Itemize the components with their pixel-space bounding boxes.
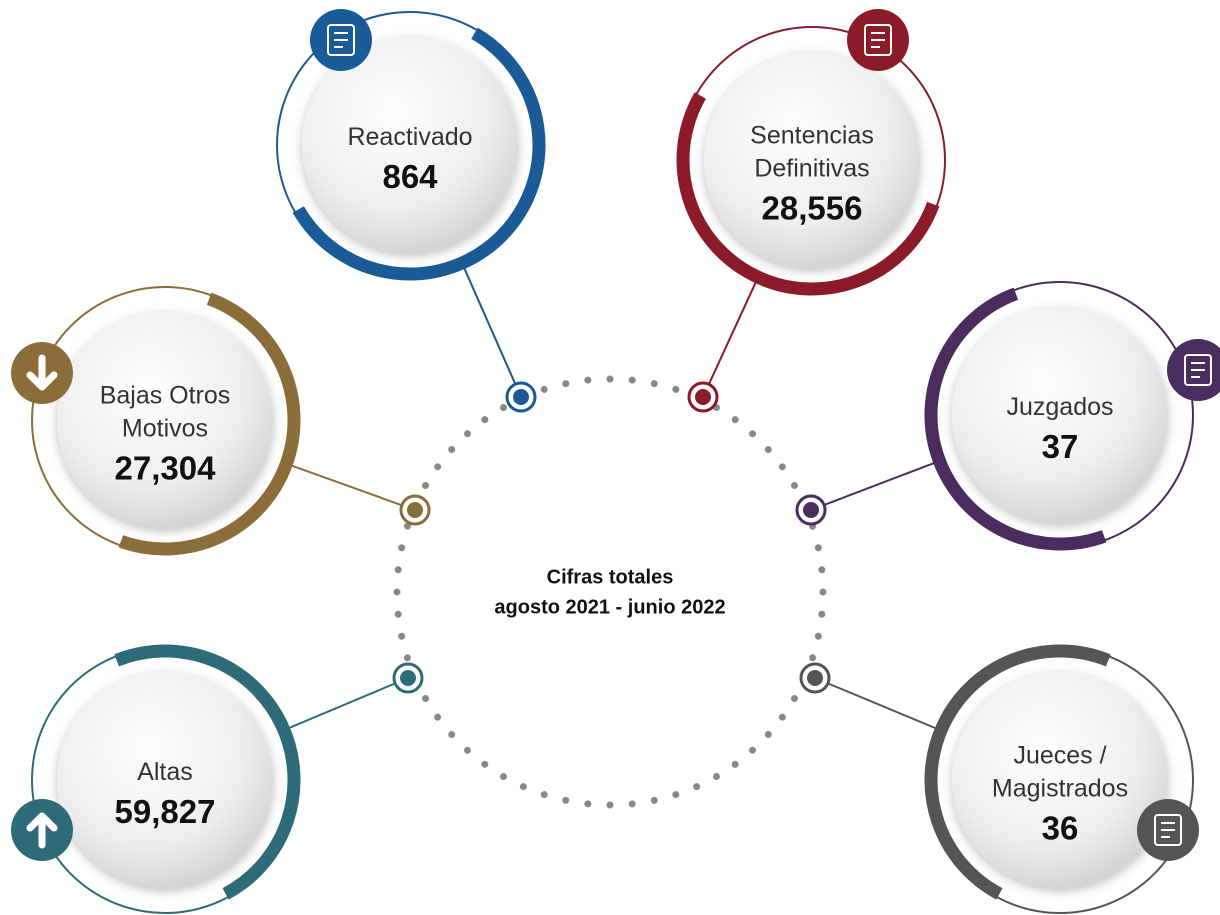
- dot-inner: [803, 502, 819, 518]
- node-label: Jueces /: [1013, 742, 1106, 770]
- dot-inner: [807, 670, 823, 686]
- connector: [289, 464, 416, 511]
- node-label: Magistrados: [992, 775, 1128, 803]
- node-value: 28,556: [762, 190, 863, 227]
- node-label: Definitivas: [754, 155, 869, 183]
- dot-inner: [695, 389, 711, 405]
- dot-inner: [407, 502, 423, 518]
- node-arc: [292, 27, 546, 281]
- dot-inner: [513, 389, 529, 405]
- node-disc: [57, 672, 273, 888]
- node-value: 59,827: [115, 793, 216, 830]
- connector: [462, 266, 522, 398]
- glyph-icon: [1154, 814, 1182, 846]
- connector: [287, 677, 409, 730]
- center-title: Cifras totales: [547, 566, 674, 588]
- dotted-ring: [393, 375, 827, 809]
- connector: [702, 280, 758, 398]
- node-value: 36: [1042, 810, 1079, 847]
- node-label: Motivos: [122, 415, 208, 443]
- arrow-icon: [26, 354, 58, 391]
- dot-inner: [400, 670, 416, 686]
- node-label: Sentencias: [750, 122, 874, 150]
- node-label: Altas: [137, 758, 193, 786]
- node-label: Bajas Otros: [100, 382, 231, 410]
- node-arc: [114, 644, 301, 900]
- node-disc: [704, 52, 920, 268]
- node-label: Juzgados: [1006, 393, 1113, 421]
- node-arc: [676, 92, 940, 296]
- connector: [814, 677, 938, 730]
- node-arc: [924, 644, 1111, 900]
- node-arc: [118, 292, 301, 556]
- connector: [810, 461, 937, 511]
- glyph-icon: [327, 24, 355, 56]
- center-subtitle: agosto 2021 - junio 2022: [494, 596, 725, 618]
- glyph-icon: [864, 24, 892, 56]
- node-disc: [57, 312, 273, 528]
- node-disc: [952, 672, 1168, 888]
- glyph-icon: [1184, 354, 1212, 386]
- glyph-lines: [334, 32, 348, 48]
- node-arc: [924, 287, 1107, 551]
- node-value: 37: [1042, 428, 1079, 465]
- node-disc: [952, 307, 1168, 523]
- node-value: 27,304: [115, 450, 217, 487]
- node-disc: [302, 37, 518, 253]
- glyph-lines: [1191, 362, 1205, 378]
- glyph-lines: [1161, 822, 1175, 838]
- node-value: 864: [382, 158, 438, 195]
- arrow-icon: [26, 812, 58, 849]
- glyph-lines: [871, 32, 885, 48]
- node-label: Reactivado: [347, 123, 472, 151]
